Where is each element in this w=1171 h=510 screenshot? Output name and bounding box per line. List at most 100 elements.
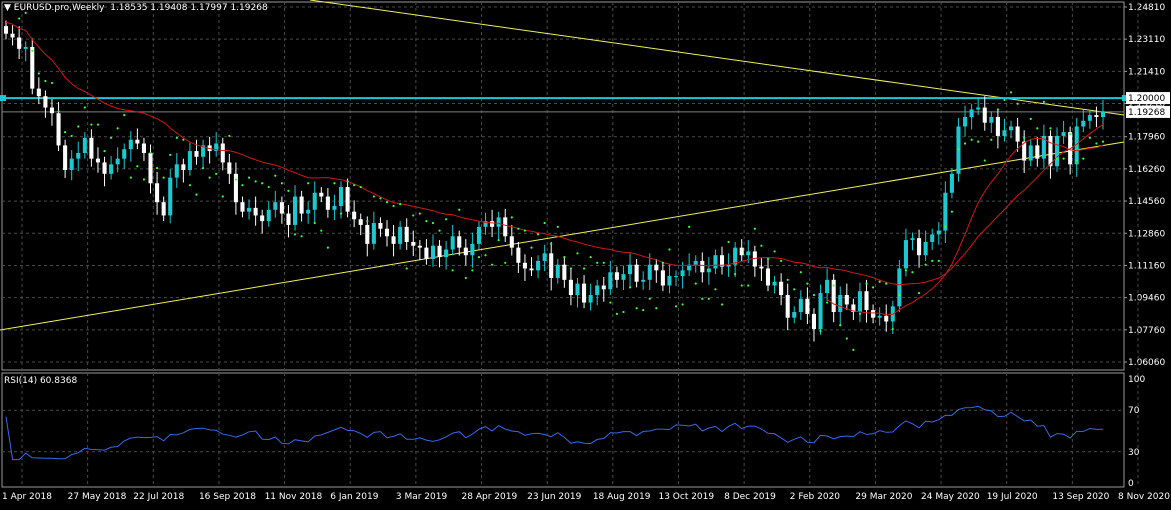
x-tick-label: 3 Mar 2019 xyxy=(396,492,448,502)
candle-body xyxy=(476,226,481,244)
parabolic-sar-dot xyxy=(149,151,152,155)
parabolic-sar-dot xyxy=(274,174,277,177)
parabolic-sar-dot xyxy=(780,259,783,262)
parabolic-sar-dot xyxy=(307,182,310,185)
parabolic-sar-dot xyxy=(215,172,218,175)
candle-body xyxy=(871,310,876,318)
candle-body xyxy=(1041,135,1046,159)
parabolic-sar-dot xyxy=(1003,98,1006,102)
candle-body xyxy=(779,281,784,295)
parabolic-sar-dot xyxy=(110,136,113,139)
candle-body xyxy=(240,202,245,212)
parabolic-sar-dot xyxy=(96,123,100,126)
parabolic-sar-dot xyxy=(320,229,323,232)
parabolic-sar-dot xyxy=(576,252,579,255)
parabolic-sar-dot xyxy=(234,178,238,181)
candle-body xyxy=(628,264,633,275)
parabolic-sar-dot xyxy=(510,216,513,219)
parabolic-sar-dot xyxy=(37,72,40,75)
y-tick-label: 1.16260 xyxy=(1128,165,1165,175)
x-tick-label: 13 Oct 2019 xyxy=(658,492,714,502)
candle-body xyxy=(463,247,468,256)
candle-body xyxy=(706,268,711,273)
parabolic-sar-dot xyxy=(839,324,842,327)
parabolic-sar-dot xyxy=(1029,117,1032,120)
candle-body xyxy=(923,241,928,256)
candle-body xyxy=(673,276,679,278)
parabolic-sar-dot xyxy=(609,301,612,304)
candle-body xyxy=(1087,115,1092,121)
candle-body xyxy=(23,46,28,49)
x-tick-label: 24 May 2020 xyxy=(921,492,980,502)
parabolic-sar-dot xyxy=(385,201,389,204)
candle-body xyxy=(759,266,764,269)
candle-body xyxy=(1074,126,1079,165)
parabolic-sar-dot xyxy=(1062,157,1065,160)
candle-body xyxy=(194,151,199,157)
parabolic-sar-dot xyxy=(642,309,645,312)
candle-body xyxy=(312,192,317,210)
level-line-handle-right[interactable] xyxy=(1122,95,1128,102)
candle-body xyxy=(811,313,817,330)
candle-body xyxy=(614,272,619,280)
parabolic-sar-dot xyxy=(1049,127,1052,130)
parabolic-sar-dot xyxy=(1016,102,1019,105)
candle-body xyxy=(220,143,225,163)
y-tick-label: 1.06060 xyxy=(1128,358,1165,368)
level-line-handle-left[interactable] xyxy=(0,95,6,102)
parabolic-sar-dot xyxy=(977,140,980,143)
candle-body xyxy=(542,253,547,261)
descending-trendline xyxy=(309,0,1125,116)
candle-body xyxy=(404,226,409,242)
parabolic-sar-dot xyxy=(300,235,303,238)
candle-body xyxy=(1048,135,1053,167)
parabolic-sar-dot xyxy=(366,220,369,223)
candle-body xyxy=(1061,132,1066,136)
candle-body xyxy=(522,262,527,269)
candle-body xyxy=(1081,120,1086,127)
parabolic-sar-dot xyxy=(569,267,573,270)
candle-body xyxy=(201,145,206,157)
parabolic-sar-dot xyxy=(937,259,940,262)
parabolic-sar-dot xyxy=(267,185,270,189)
parabolic-sar-dot xyxy=(885,282,888,285)
candle-body xyxy=(568,279,573,295)
parabolic-sar-dot xyxy=(556,225,559,228)
candle-body xyxy=(838,294,843,313)
candle-body xyxy=(365,224,370,244)
candle-body xyxy=(798,298,803,313)
x-tick-label: 27 May 2018 xyxy=(68,492,127,502)
candle-body xyxy=(1002,130,1007,136)
parabolic-sar-dot xyxy=(412,214,415,217)
y-tick-label: 1.24810 xyxy=(1128,3,1165,13)
parabolic-sar-dot xyxy=(963,142,967,145)
candle-body xyxy=(851,304,856,313)
parabolic-sar-dot xyxy=(254,180,257,183)
parabolic-sar-dot xyxy=(142,178,146,181)
parabolic-sar-dot xyxy=(727,240,730,244)
parabolic-sar-dot xyxy=(175,136,178,139)
y-tick-label: 1.07760 xyxy=(1128,326,1165,336)
parabolic-sar-dot xyxy=(1036,127,1039,130)
parabolic-sar-dot xyxy=(326,246,329,249)
candle-body xyxy=(266,209,271,222)
candle-body xyxy=(969,109,974,118)
parabolic-sar-dot xyxy=(464,276,467,280)
candle-body xyxy=(168,177,173,216)
parabolic-sar-dot xyxy=(379,197,382,200)
parabolic-sar-dot xyxy=(799,271,802,274)
parabolic-sar-dot xyxy=(497,238,500,242)
header-ohlc: 1.18535 1.19408 1.17997 1.19268 xyxy=(110,3,268,13)
candle-body xyxy=(292,196,298,225)
parabolic-sar-dot xyxy=(477,256,481,259)
parabolic-sar-dot xyxy=(845,337,848,340)
parabolic-sar-dot xyxy=(990,138,993,141)
parabolic-sar-dot xyxy=(681,303,684,306)
candle-body xyxy=(496,217,501,227)
rsi-label: RSI(14) 60.8368 xyxy=(4,376,78,386)
parabolic-sar-dot xyxy=(635,307,638,310)
candle-body xyxy=(417,245,422,248)
parabolic-sar-dot xyxy=(760,244,763,247)
